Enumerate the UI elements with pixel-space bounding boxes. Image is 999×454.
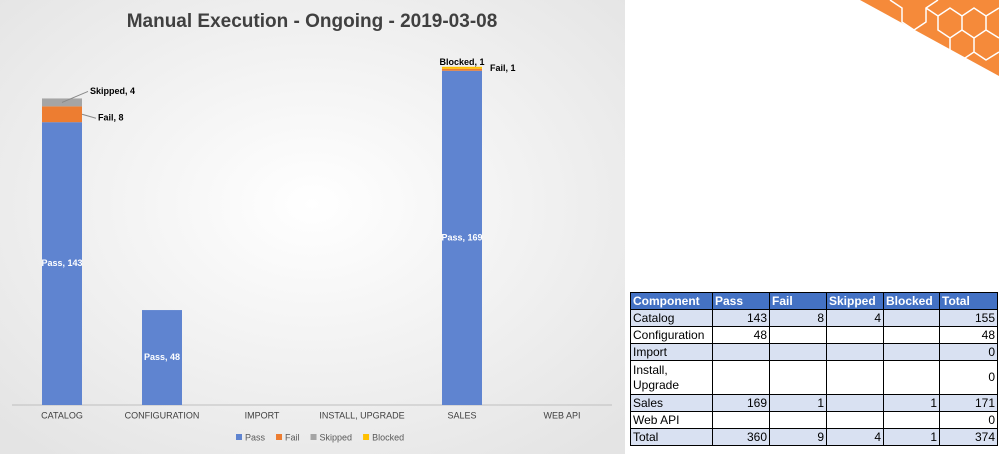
table-cell: 0 (939, 360, 998, 395)
table-row: Catalog 143 8 4 155 (630, 309, 998, 327)
legend-label: Skipped (320, 432, 353, 442)
table-cell: 1 (769, 394, 827, 412)
table-cell (826, 343, 884, 361)
table-cell: 1 (883, 394, 940, 412)
table-cell (769, 411, 827, 429)
table-cell (883, 343, 940, 361)
legend-label: Pass (245, 432, 266, 442)
data-label: Fail, 8 (98, 113, 124, 123)
table-cell (883, 309, 940, 327)
table-cell (883, 411, 940, 429)
table-cell: 0 (939, 343, 998, 361)
table-header-row: Component Pass Fail Skipped Blocked Total (630, 292, 998, 310)
table-cell (712, 411, 770, 429)
table-cell: 171 (939, 394, 998, 412)
table-cell: 169 (712, 394, 770, 412)
data-label: Fail, 1 (490, 63, 516, 73)
table-cell: Import (630, 343, 713, 361)
table-cell: Web API (630, 411, 713, 429)
table-cell (826, 394, 884, 412)
bar-segment (442, 66, 482, 69)
table-cell: 360 (712, 428, 770, 446)
table-cell: Sales (630, 394, 713, 412)
table-cell (712, 343, 770, 361)
legend-swatch (276, 434, 283, 440)
header-cell: Component (630, 292, 713, 310)
table-cell: 0 (939, 411, 998, 429)
header-cell: Skipped (826, 292, 884, 310)
table-cell: Catalog (630, 309, 713, 327)
table-cell: 48 (712, 326, 770, 344)
table-cell: 155 (939, 309, 998, 327)
table-cell: Total (630, 428, 713, 446)
x-tick-label: CONFIGURATION (125, 410, 200, 420)
bar-segment (442, 68, 482, 71)
chart-title: Manual Execution - Ongoing - 2019-03-08 (127, 11, 498, 32)
data-label: Skipped, 4 (90, 86, 135, 96)
header-cell: Pass (712, 292, 770, 310)
table-cell: 143 (712, 309, 770, 327)
table-cell (883, 326, 940, 344)
table-row: Sales 169 1 1 171 (630, 394, 998, 412)
table-cell (769, 343, 827, 361)
table-row: Total 360 9 4 1 374 (630, 428, 998, 446)
chart: Manual Execution - Ongoing - 2019-03-08 … (0, 0, 625, 454)
header-cell: Blocked (883, 292, 940, 310)
table-cell: 8 (769, 309, 827, 327)
table-cell: 9 (769, 428, 827, 446)
table-cell: Install, Upgrade (630, 360, 713, 395)
data-label: Pass, 143 (41, 258, 82, 268)
x-tick-label: SALES (447, 410, 476, 420)
x-tick-label: IMPORT (245, 410, 280, 420)
hex-pattern (860, 0, 999, 76)
data-label: Pass, 48 (144, 352, 180, 362)
table-cell: 374 (939, 428, 998, 446)
bar-segment (142, 310, 182, 405)
table-cell: Configuration (630, 326, 713, 344)
table-row: Install, Upgrade 0 (630, 360, 998, 395)
chart-background (0, 0, 625, 454)
table-cell (826, 360, 884, 395)
table-row: Configuration 48 48 (630, 326, 998, 344)
summary-table: Component Pass Fail Skipped Blocked Total Cata… (630, 292, 998, 446)
decoration (860, 0, 999, 76)
table-cell: 4 (826, 428, 884, 446)
x-tick-label: WEB API (543, 410, 580, 420)
bar-segment (42, 122, 82, 405)
legend-label: Fail (285, 432, 300, 442)
legend-label: Blocked (372, 432, 404, 442)
x-tick-label: INSTALL, UPGRADE (319, 410, 404, 420)
header-cell: Fail (769, 292, 827, 310)
header-cell: Total (939, 292, 998, 310)
leader-line (81, 113, 97, 119)
table-cell (826, 326, 884, 344)
table-cell: 48 (939, 326, 998, 344)
table-cell (769, 326, 827, 344)
hex-lines (889, 0, 999, 61)
table-row: Import 0 (630, 343, 998, 361)
table-cell: 1 (883, 428, 940, 446)
table-cell (769, 360, 827, 395)
table-cell (826, 411, 884, 429)
legend-swatch (236, 434, 242, 440)
table-row: Web API 0 (630, 411, 998, 429)
legend-swatch (363, 434, 370, 440)
bar-segment (42, 106, 82, 123)
leader-line (61, 90, 89, 103)
table-cell (712, 360, 770, 395)
data-label: Blocked, 1 (439, 57, 484, 67)
x-tick-label: CATALOG (41, 410, 83, 420)
data-label: Pass, 169 (441, 232, 482, 242)
table-cell (883, 360, 940, 395)
bar-segment (442, 70, 482, 405)
table-cell: 4 (826, 309, 884, 327)
legend-swatch (310, 434, 317, 440)
